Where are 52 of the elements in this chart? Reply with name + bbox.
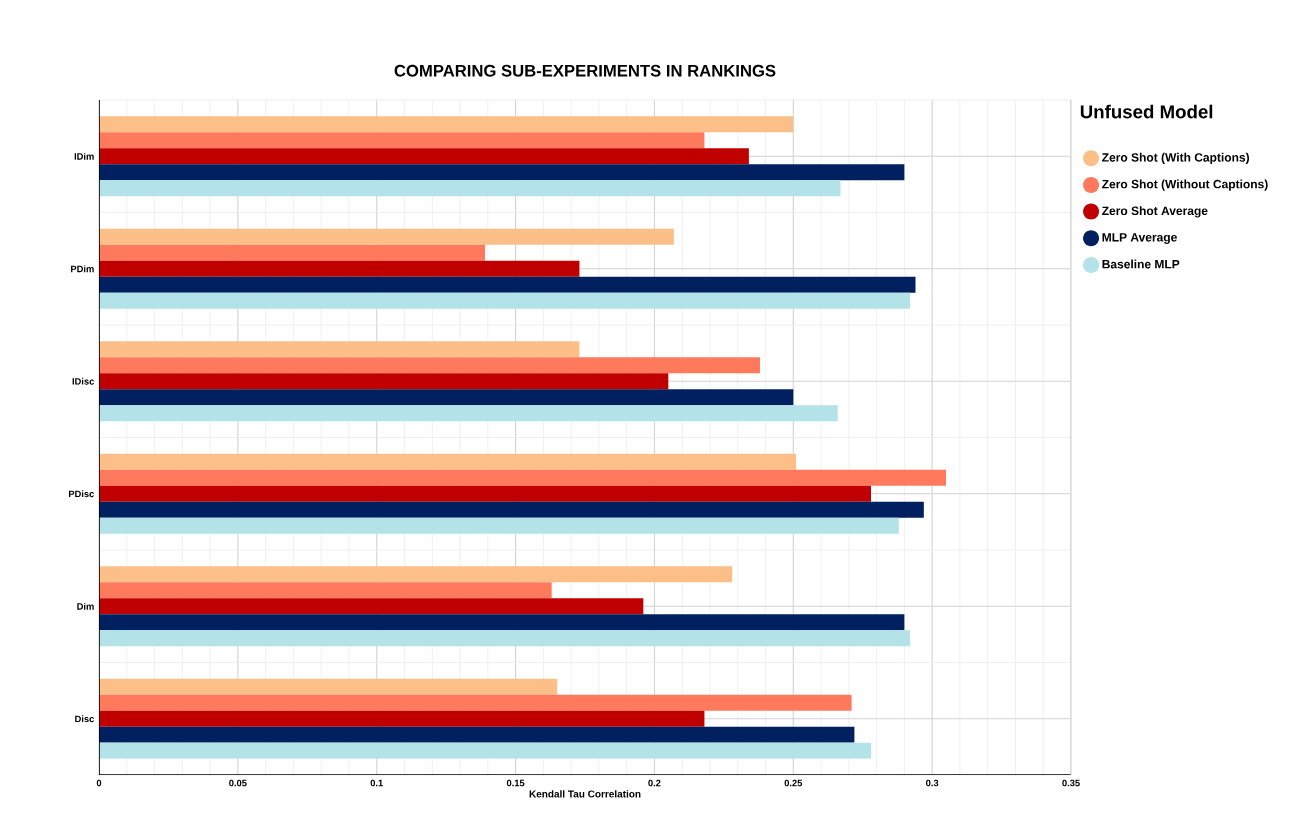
x-tick-label: 0.3	[926, 779, 939, 787]
bar	[99, 614, 905, 631]
legend-label: Baseline MLP	[1102, 259, 1180, 269]
bar	[99, 228, 674, 245]
y-tick-label: IDim	[74, 152, 94, 160]
bar	[99, 710, 705, 727]
y-tick-label: Disc	[75, 715, 95, 723]
legend-title: Unfused Model	[1080, 104, 1213, 119]
bar	[99, 630, 910, 647]
bar	[99, 501, 924, 518]
y-tick-label: PDisc	[68, 490, 95, 498]
bar	[99, 292, 910, 309]
bar	[99, 373, 669, 390]
bar	[99, 598, 644, 615]
bar	[99, 260, 580, 277]
bar	[99, 405, 838, 422]
bar	[99, 357, 760, 374]
bar	[99, 694, 852, 711]
bar	[99, 132, 705, 149]
bar	[99, 742, 872, 759]
legend-label: Zero Shot (With Captions)	[1102, 152, 1250, 165]
x-tick-label: 0.35	[1062, 779, 1080, 787]
x-axis-title: Kendall Tau Correlation	[529, 790, 641, 798]
bar	[99, 148, 749, 165]
bar	[99, 341, 580, 358]
bar	[99, 726, 855, 743]
bar	[99, 566, 733, 583]
legend-label: Zero Shot Average	[1102, 206, 1208, 218]
x-tick-label: 0	[96, 779, 102, 787]
bar	[99, 485, 872, 502]
bar	[99, 389, 794, 406]
bar	[99, 164, 905, 181]
bar	[99, 582, 552, 599]
legend-label: Zero Shot (Without Captions)	[1102, 179, 1268, 191]
legend-label: MLP Average	[1102, 233, 1177, 244]
bar	[99, 180, 841, 197]
x-tick-label: 0.15	[506, 779, 525, 787]
bar	[99, 453, 797, 470]
y-tick-label: PDim	[71, 265, 94, 273]
bar	[99, 517, 899, 534]
bar	[99, 116, 794, 133]
y-tick-label: Dim	[77, 602, 94, 610]
bar	[99, 469, 947, 486]
chart-title: COMPARING SUB-EXPERIMENTS IN RANKINGS	[394, 64, 776, 77]
bar	[99, 276, 916, 293]
x-tick-label: 0.1	[370, 779, 383, 787]
x-tick-label: 0.2	[648, 779, 661, 787]
y-tick-label: IDisc	[72, 377, 95, 385]
bar	[99, 678, 558, 695]
bar	[99, 244, 486, 261]
x-tick-label: 0.05	[229, 779, 247, 787]
x-tick-label: 0.25	[784, 779, 803, 787]
